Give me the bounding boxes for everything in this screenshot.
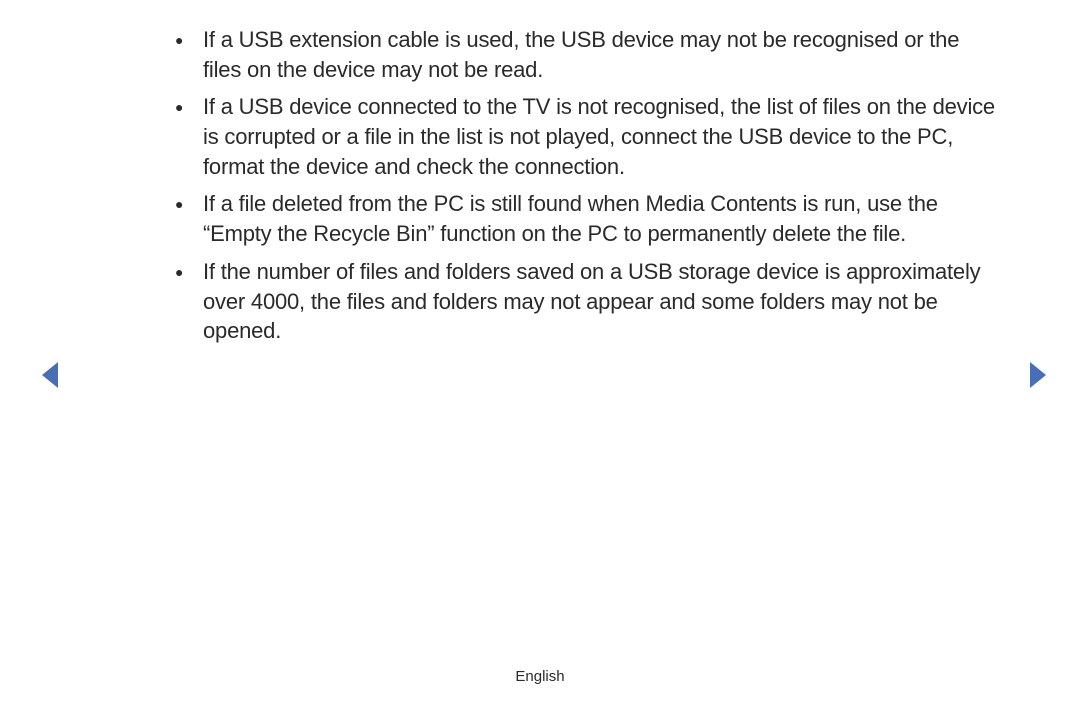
footer-language: English: [515, 668, 564, 685]
bullet-text: If the number of files and folders saved…: [203, 259, 980, 343]
bullet-list: If a USB extension cable is used, the US…: [175, 25, 1000, 346]
previous-page-button[interactable]: [38, 360, 62, 390]
bullet-item: If a USB device connected to the TV is n…: [175, 92, 1000, 181]
bullet-item: If the number of files and folders saved…: [175, 257, 1000, 346]
bullet-item: If a USB extension cable is used, the US…: [175, 25, 1000, 84]
bullet-item: If a file deleted from the PC is still f…: [175, 189, 1000, 248]
content-area: If a USB extension cable is used, the US…: [175, 25, 1000, 354]
bullet-text: If a USB device connected to the TV is n…: [203, 94, 995, 178]
next-page-button[interactable]: [1026, 360, 1050, 390]
bullet-text: If a USB extension cable is used, the US…: [203, 27, 959, 82]
bullet-text: If a file deleted from the PC is still f…: [203, 191, 938, 246]
